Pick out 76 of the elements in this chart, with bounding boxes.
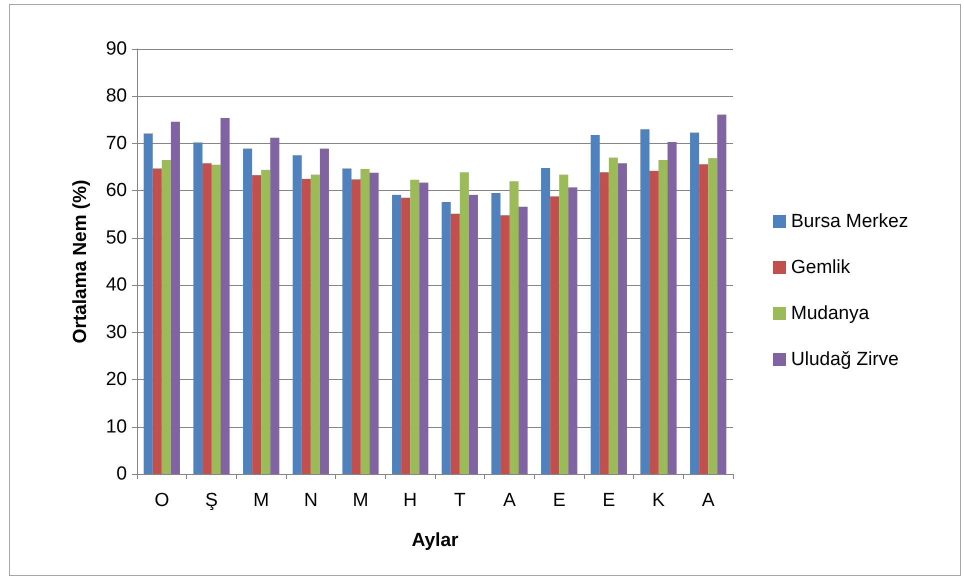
- bar: [351, 179, 360, 474]
- legend-label: Bursa Merkez: [791, 211, 908, 232]
- bar: [600, 172, 609, 474]
- bar: [270, 138, 280, 474]
- x-tick-label: E: [552, 490, 566, 511]
- y-tick-label: 90: [106, 38, 127, 60]
- x-tick-label: A: [702, 490, 715, 511]
- bar: [310, 174, 320, 474]
- bar: [568, 187, 578, 474]
- bar: [550, 196, 560, 474]
- y-tick-label: 0: [116, 464, 127, 484]
- bar: [292, 155, 302, 474]
- bar: [212, 164, 221, 474]
- bar: [618, 163, 627, 474]
- bar: [442, 202, 451, 474]
- bar: [518, 206, 528, 474]
- bar: [510, 181, 519, 474]
- x-tick-label: K: [652, 490, 666, 511]
- x-tick-label: O: [154, 490, 170, 511]
- x-tick-label: T: [454, 490, 466, 511]
- bar: [460, 172, 469, 474]
- bar: [243, 148, 252, 474]
- x-tick-label: E: [602, 490, 616, 511]
- bar: [608, 158, 618, 474]
- bar: [419, 182, 428, 474]
- bar: [261, 170, 270, 474]
- bar: [193, 142, 202, 474]
- x-tick-label: N: [304, 490, 318, 511]
- bar: [640, 129, 650, 474]
- bar: [468, 194, 478, 474]
- bar: [162, 160, 171, 474]
- y-axis-title: Ortalama Nem (%): [70, 180, 91, 344]
- bar: [410, 180, 420, 474]
- bar: [152, 168, 162, 474]
- bar: [649, 170, 658, 474]
- bar: [392, 194, 402, 474]
- bar: [658, 160, 668, 474]
- bar: [302, 178, 311, 474]
- legend-label: Uludağ Zirve: [791, 349, 899, 370]
- x-tick-label: A: [503, 490, 516, 511]
- x-tick-label: M: [253, 490, 270, 511]
- bar: [360, 168, 370, 474]
- bar: [370, 172, 379, 474]
- y-tick-label: 80: [106, 86, 127, 107]
- bar: [708, 158, 718, 474]
- y-tick-label: 40: [106, 274, 127, 296]
- x-tick-label: H: [403, 490, 418, 511]
- bar: [699, 164, 708, 474]
- bar: [500, 215, 510, 474]
- y-tick-label: 30: [106, 322, 127, 343]
- bar: [220, 118, 230, 474]
- bar: [541, 168, 550, 474]
- bar: [690, 132, 700, 474]
- bar: [717, 114, 726, 474]
- bar: [668, 142, 677, 474]
- y-tick-label: 70: [106, 132, 127, 154]
- bar: [320, 148, 329, 474]
- x-axis-title: Aylar: [412, 530, 460, 551]
- legend-label: Mudanya: [791, 303, 870, 324]
- y-tick-label: 10: [106, 416, 127, 438]
- y-tick-label: 60: [106, 180, 127, 202]
- bar: [202, 163, 212, 474]
- x-tick-label: M: [352, 490, 368, 511]
- bar: [450, 214, 460, 474]
- bar: [144, 134, 153, 474]
- bar: [252, 175, 262, 474]
- bar: [401, 198, 410, 474]
- legend-label: Gemlik: [791, 257, 851, 278]
- y-tick-label: 20: [106, 369, 127, 390]
- bar: [590, 134, 600, 474]
- bar: [491, 193, 500, 474]
- bar: [170, 122, 180, 474]
- bar: [559, 174, 568, 474]
- bar: [342, 168, 352, 474]
- y-tick-label: 50: [106, 227, 127, 248]
- x-tick-label: Ş: [205, 490, 218, 511]
